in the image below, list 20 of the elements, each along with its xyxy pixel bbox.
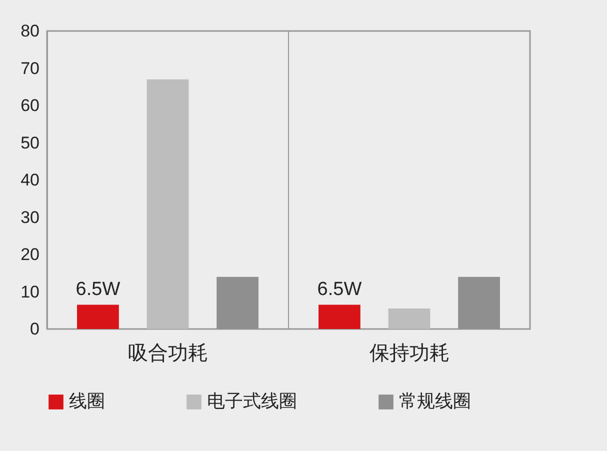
y-tick-label: 10 bbox=[20, 282, 40, 302]
y-tick-label: 60 bbox=[20, 96, 40, 115]
x-tick-label: 保持功耗 bbox=[369, 342, 450, 364]
y-tick-label: 40 bbox=[20, 170, 40, 190]
legend-label: 线圈 bbox=[69, 391, 105, 411]
bar bbox=[318, 304, 360, 329]
legend-label: 电子式线圈 bbox=[207, 391, 297, 411]
bar bbox=[388, 308, 430, 329]
data-label: 6.5W bbox=[76, 278, 120, 300]
y-tick-label: 30 bbox=[20, 208, 40, 227]
data-label: 6.5W bbox=[317, 278, 362, 300]
bar bbox=[146, 79, 189, 329]
bar bbox=[77, 304, 119, 329]
y-tick-label: 50 bbox=[20, 133, 40, 152]
y-tick-label: 70 bbox=[20, 58, 40, 78]
y-tick-label: 0 bbox=[30, 320, 40, 338]
y-tick-label: 20 bbox=[20, 245, 40, 264]
x-tick-label: 吸合功耗 bbox=[128, 342, 208, 364]
y-tick-label: 80 bbox=[20, 22, 40, 40]
legend-label: 常规线圈 bbox=[399, 391, 471, 411]
